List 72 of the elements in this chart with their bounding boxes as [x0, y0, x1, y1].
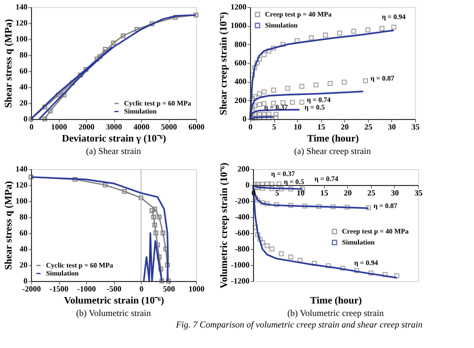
y-tick-label: -400	[234, 212, 250, 222]
y-tick-label: 1200	[230, 2, 246, 12]
x-axis-title: Time (hour)	[307, 134, 359, 144]
x-tick-label: 1000	[188, 284, 204, 294]
y-tick-label: 80	[20, 212, 28, 222]
x-tick-label: 25	[367, 188, 376, 198]
y-tick-label: 800	[234, 40, 246, 49]
y-tick-label: 100	[16, 196, 28, 206]
x-axis-title: Deviatoric strain γ (10⁻⁶)	[62, 134, 166, 144]
x-tick-label: -500	[106, 284, 122, 294]
x-tick-label: 4000	[134, 122, 150, 132]
text: (a) Shear creep strain	[294, 146, 372, 156]
text: (b) Volumetric strain	[76, 308, 152, 318]
y-tick-label: 0	[24, 276, 28, 286]
y-tick-label: 60	[20, 228, 28, 238]
x-tick-label: 30	[390, 188, 399, 198]
x-tick-label: 0	[30, 122, 34, 132]
x-tick-label: 25	[364, 122, 372, 132]
y-tick-label: -800	[234, 244, 250, 254]
caption: Fig. 7 Comparison of volumetric creep strain and shear creep strain	[174, 320, 423, 330]
y-tick-label: 40	[20, 244, 28, 254]
y-axis-title: Shear stress q (MPa)	[4, 19, 14, 108]
y-tick-label: 40	[20, 82, 28, 92]
x-tick-label: 15	[320, 188, 328, 198]
x-tick-label: 20	[344, 188, 352, 198]
x-tick-label: 6000	[188, 122, 204, 132]
x-tick-label: 500	[163, 284, 175, 294]
y-tick-label: -1000	[230, 260, 250, 270]
y-tick-label: 1000	[230, 21, 246, 30]
y-tick-label: 600	[234, 58, 246, 68]
y-tick-label: 20	[20, 260, 28, 270]
y-axis-title: Volumetric creep strain (10⁻⁶)	[218, 162, 230, 288]
y-tick-label: 80	[20, 50, 28, 60]
y-tick-label: 100	[16, 34, 28, 44]
y-tick-label: 120	[16, 180, 28, 190]
y-tick-label: 200	[234, 96, 246, 105]
y-tick-label: 140	[16, 164, 28, 174]
x-axis-title: Volumetric strain (10⁻⁶)	[64, 296, 164, 306]
x-tick-label: 5000	[161, 122, 177, 132]
x-tick-label: 35	[414, 188, 422, 198]
x-tick-label: 1000	[51, 122, 67, 132]
y-axis-title: Shear stress q (MPa)	[4, 181, 14, 270]
y-tick-label: 400	[234, 77, 246, 86]
y-tick-label: 20	[20, 98, 28, 108]
y-tick-label: 60	[20, 66, 28, 76]
x-tick-label: -1000	[77, 284, 96, 294]
x-tick-label: 0	[140, 284, 144, 294]
y-tick-label: -600	[234, 228, 250, 238]
x-tick-label: 20	[340, 122, 349, 132]
x-tick-label: 30	[388, 122, 396, 132]
x-tick-label: -1500	[50, 284, 68, 294]
y-tick-label: 0	[242, 114, 246, 124]
x-tick-label: 5	[272, 122, 276, 132]
y-tick-label: 120	[16, 18, 28, 28]
y-tick-label: 200	[238, 164, 250, 174]
y-tick-label: -1200	[230, 276, 250, 286]
y-axis-title: Shear creep strain (10⁻⁶)	[218, 12, 230, 116]
y-tick-label: 0	[24, 114, 28, 124]
text: (b) Volumetric creep strain	[287, 308, 384, 318]
x-axis-title: Time (hour)	[310, 296, 362, 306]
y-tick-label: -200	[234, 196, 250, 206]
x-tick-label: 2000	[78, 122, 94, 132]
y-tick-label: 0	[246, 180, 250, 190]
text: (a) Shear strain	[86, 146, 142, 156]
y-tick-label: 140	[16, 2, 28, 12]
x-tick-label: 35	[412, 122, 420, 132]
x-tick-label: 5	[275, 188, 280, 198]
x-tick-label: 10	[294, 122, 302, 132]
x-tick-label: 10	[296, 188, 305, 198]
x-tick-label: 3000	[106, 122, 122, 132]
x-tick-label: 15	[317, 122, 326, 132]
x-tick-label: -2000	[22, 284, 41, 294]
